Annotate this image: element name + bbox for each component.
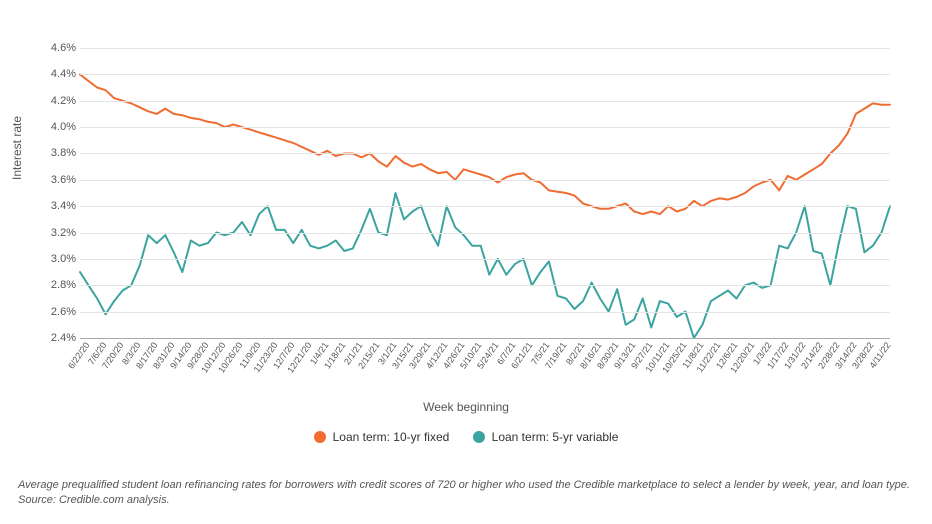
legend-dot-icon: [473, 431, 485, 443]
plot-area: 2.4%2.6%2.8%3.0%3.2%3.4%3.6%3.8%4.0%4.2%…: [80, 48, 890, 338]
y-tick-label: 4.0%: [38, 121, 80, 133]
series-line: [80, 193, 890, 338]
grid-line: [80, 127, 890, 128]
y-tick-label: 4.4%: [38, 68, 80, 80]
grid-line: [80, 233, 890, 234]
grid-line: [80, 180, 890, 181]
grid-line: [80, 48, 890, 49]
series-line: [80, 74, 890, 214]
x-axis-label: Week beginning: [0, 400, 932, 414]
legend-item-5yr: Loan term: 5-yr variable: [473, 430, 619, 444]
grid-line: [80, 259, 890, 260]
legend-item-10yr: Loan term: 10-yr fixed: [314, 430, 450, 444]
y-tick-label: 3.6%: [38, 174, 80, 186]
y-tick-label: 2.8%: [38, 279, 80, 291]
y-tick-label: 3.4%: [38, 200, 80, 212]
y-tick-label: 3.0%: [38, 253, 80, 265]
legend-label: Loan term: 5-yr variable: [492, 430, 619, 444]
y-tick-label: 2.4%: [38, 332, 80, 344]
y-tick-label: 4.2%: [38, 95, 80, 107]
line-series-svg: [80, 48, 890, 338]
grid-line: [80, 101, 890, 102]
legend: Loan term: 10-yr fixed Loan term: 5-yr v…: [0, 430, 932, 446]
grid-line: [80, 285, 890, 286]
grid-line: [80, 74, 890, 75]
grid-line: [80, 153, 890, 154]
chart-caption: Average prequalified student loan refina…: [18, 478, 914, 508]
legend-dot-icon: [314, 431, 326, 443]
y-tick-label: 2.6%: [38, 306, 80, 318]
y-tick-label: 3.8%: [38, 147, 80, 159]
y-axis-label: Interest rate: [10, 116, 24, 180]
grid-line: [80, 312, 890, 313]
grid-line: [80, 206, 890, 207]
legend-label: Loan term: 10-yr fixed: [333, 430, 450, 444]
y-tick-label: 3.2%: [38, 227, 80, 239]
y-tick-label: 4.6%: [38, 42, 80, 54]
chart-container: Interest rate 2.4%2.6%2.8%3.0%3.2%3.4%3.…: [0, 0, 932, 524]
